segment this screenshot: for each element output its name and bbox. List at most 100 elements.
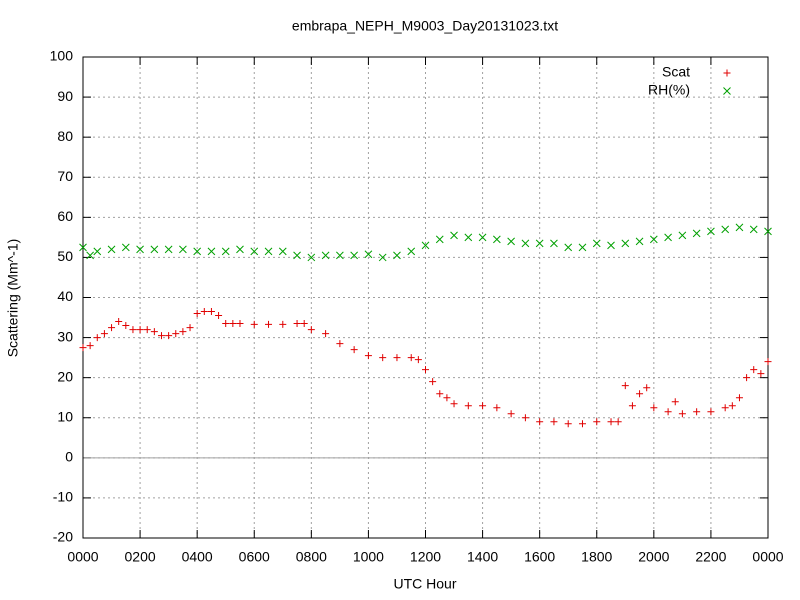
- point: [593, 418, 601, 426]
- point: [521, 414, 529, 422]
- point: [179, 328, 187, 336]
- point: [764, 358, 772, 366]
- point: [578, 420, 586, 428]
- point: [79, 344, 87, 352]
- point: [186, 324, 194, 332]
- y-tick-label: -20: [53, 529, 73, 545]
- point: [107, 245, 116, 254]
- legend-marker: [723, 87, 731, 95]
- point: [592, 239, 601, 248]
- y-tick-label: 0: [65, 449, 73, 465]
- y-axis-label: Scattering (Mm^-1): [5, 239, 21, 358]
- point: [264, 247, 273, 256]
- point: [157, 332, 165, 340]
- point: [150, 328, 158, 336]
- x-tick-label: 0600: [239, 549, 270, 565]
- point: [108, 324, 116, 332]
- x-tick-label: 0000: [67, 549, 98, 565]
- point: [250, 320, 258, 328]
- point: [278, 247, 287, 256]
- point: [150, 245, 159, 254]
- point: [229, 320, 237, 328]
- point: [721, 225, 730, 234]
- point: [535, 239, 544, 248]
- y-tick-label: 10: [57, 408, 73, 424]
- point: [464, 233, 473, 242]
- point: [721, 404, 729, 412]
- y-tick-label: 60: [57, 208, 73, 224]
- point: [735, 394, 743, 402]
- point: [179, 245, 187, 254]
- point: [364, 250, 373, 259]
- point: [649, 235, 658, 244]
- point: [450, 400, 458, 408]
- x-tick-label: 1200: [410, 549, 441, 565]
- point: [636, 390, 644, 398]
- point: [122, 322, 130, 330]
- chart-title: embrapa_NEPH_M9003_Day20131023.txt: [292, 18, 558, 34]
- y-tick-label: 70: [57, 168, 73, 184]
- point: [215, 312, 223, 320]
- x-tick-label: 2000: [638, 549, 669, 565]
- x-tick-label: 1400: [467, 549, 498, 565]
- point: [664, 233, 672, 242]
- point: [336, 340, 344, 348]
- point: [414, 356, 422, 364]
- point: [764, 227, 772, 236]
- point: [86, 342, 94, 350]
- point: [628, 402, 636, 410]
- point: [172, 330, 180, 338]
- point: [143, 326, 151, 334]
- point: [750, 366, 758, 374]
- y-tick-label: 80: [57, 128, 73, 144]
- point: [621, 382, 629, 390]
- point: [350, 346, 358, 354]
- point: [236, 320, 244, 328]
- y-tick-label: 100: [50, 48, 74, 64]
- point: [436, 390, 444, 398]
- point: [693, 408, 701, 416]
- point: [450, 231, 458, 240]
- point: [300, 320, 308, 328]
- point: [100, 330, 108, 338]
- point: [293, 320, 301, 328]
- point: [279, 320, 287, 328]
- point: [222, 320, 230, 328]
- point: [165, 332, 173, 340]
- point: [707, 227, 715, 236]
- legend-label: Scat: [662, 64, 690, 80]
- point: [650, 404, 658, 412]
- legend-marker: [723, 69, 731, 77]
- point: [379, 354, 387, 362]
- point: [93, 334, 101, 342]
- x-tick-label: 1800: [581, 549, 612, 565]
- point: [550, 418, 558, 426]
- point: [393, 354, 401, 362]
- point: [378, 253, 387, 262]
- point: [479, 402, 487, 410]
- point: [79, 243, 87, 252]
- point: [121, 243, 130, 252]
- point: [621, 239, 630, 248]
- point: [250, 247, 259, 256]
- point: [86, 251, 94, 260]
- point: [193, 310, 201, 318]
- point: [507, 410, 515, 418]
- plot-border: [82, 56, 769, 539]
- point: [493, 235, 501, 244]
- point: [429, 378, 437, 386]
- y-tick-label: 40: [57, 288, 73, 304]
- point: [236, 245, 244, 254]
- x-tick-label: 1600: [524, 549, 555, 565]
- x-axis-label: UTC Hour: [393, 576, 456, 592]
- point: [322, 330, 330, 338]
- point: [536, 418, 544, 426]
- point: [129, 326, 137, 334]
- x-tick-label: 0200: [125, 549, 156, 565]
- y-tick-label: -10: [53, 489, 73, 505]
- point: [521, 239, 530, 248]
- point: [164, 245, 173, 254]
- point: [435, 235, 444, 244]
- point: [550, 239, 558, 248]
